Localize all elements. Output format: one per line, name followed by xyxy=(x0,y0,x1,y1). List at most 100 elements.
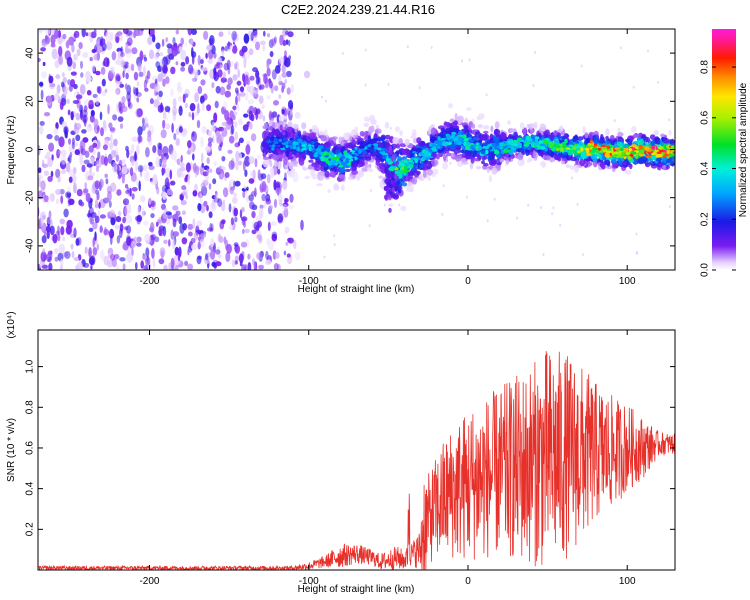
ridge-point xyxy=(274,159,278,168)
ridge-point xyxy=(358,137,363,141)
ridge-point xyxy=(467,134,473,138)
noise-point xyxy=(86,213,93,218)
ridge-point xyxy=(270,171,275,179)
noise-point xyxy=(248,178,255,184)
noise-point xyxy=(284,78,288,85)
noise-point xyxy=(57,175,61,183)
ridge-point xyxy=(400,205,407,212)
ridge-point xyxy=(379,180,383,188)
noise-point xyxy=(252,30,258,38)
noise-point xyxy=(155,61,160,69)
ridge-point xyxy=(345,168,351,172)
ridge-point xyxy=(446,152,452,157)
ridge-point xyxy=(313,153,319,158)
ridge-point xyxy=(354,146,358,150)
ridge-point xyxy=(350,130,358,136)
noise-point xyxy=(271,233,278,242)
ridge-point xyxy=(572,146,577,151)
noise-point xyxy=(54,256,59,262)
noise-point xyxy=(154,236,160,243)
ridge-point xyxy=(668,153,674,157)
noise-point xyxy=(131,159,135,167)
ridge-point xyxy=(519,139,525,143)
noise-point xyxy=(62,77,67,84)
ridge-point xyxy=(451,133,456,138)
noise-point xyxy=(153,99,160,108)
noise-point xyxy=(180,66,186,72)
ridge-point xyxy=(401,182,408,187)
ridge-point xyxy=(471,118,475,123)
noise-point xyxy=(99,227,103,232)
ridge-point xyxy=(670,139,675,144)
noise-point xyxy=(211,82,215,89)
x-tick-label: -100 xyxy=(299,276,319,287)
ridge-point xyxy=(576,147,581,151)
noise-point xyxy=(42,248,45,254)
ridge-point xyxy=(358,145,365,149)
ridge-point xyxy=(434,140,440,144)
noise-point xyxy=(150,200,155,208)
ridge-point xyxy=(430,124,435,128)
ridge-point xyxy=(563,133,569,139)
ridge-point xyxy=(670,145,675,150)
noise-point xyxy=(63,89,68,96)
noise-point xyxy=(275,187,282,195)
ridge-point xyxy=(391,154,396,159)
noise-point xyxy=(442,184,445,188)
ridge-point xyxy=(283,157,288,166)
ridge-point xyxy=(309,152,315,160)
noise-point xyxy=(187,263,194,270)
noise-point xyxy=(100,66,106,75)
ridge-point xyxy=(399,130,403,137)
ridge-point xyxy=(307,166,315,170)
noise-point xyxy=(234,180,241,187)
ridge-point xyxy=(484,133,488,140)
noise-point xyxy=(486,219,489,223)
ridge-point xyxy=(491,158,497,165)
noise-point xyxy=(244,92,249,101)
ridge-point xyxy=(456,134,460,139)
noise-point xyxy=(141,124,146,131)
ridge-point xyxy=(509,127,514,133)
ridge-point xyxy=(653,129,658,136)
ridge-point xyxy=(387,195,392,201)
noise-point xyxy=(239,209,243,219)
colorbar-tick-label: 0.0 xyxy=(700,263,711,277)
noise-point xyxy=(279,34,284,46)
ridge-point xyxy=(358,161,365,167)
noise-point xyxy=(234,142,240,148)
noise-point xyxy=(169,169,173,180)
noise-point xyxy=(151,248,155,259)
noise-point xyxy=(41,235,47,244)
ridge-point xyxy=(476,115,482,121)
noise-point xyxy=(278,81,283,86)
noise-point xyxy=(152,34,156,43)
noise-point xyxy=(84,182,87,189)
ridge-point xyxy=(494,128,499,137)
noise-point xyxy=(60,155,67,165)
ridge-point xyxy=(628,140,633,145)
ridge-point xyxy=(385,168,390,174)
noise-point xyxy=(147,130,152,138)
x-tick-label: -100 xyxy=(299,576,319,587)
ridge-point xyxy=(416,170,421,175)
noise-point xyxy=(286,70,292,78)
noise-point xyxy=(165,37,168,42)
noise-point xyxy=(119,123,124,129)
ridge-point xyxy=(582,126,586,134)
ridge-point xyxy=(605,128,610,137)
noise-point xyxy=(133,71,139,81)
ridge-point xyxy=(567,165,574,169)
noise-point xyxy=(126,236,132,246)
noise-point xyxy=(142,255,148,260)
noise-point xyxy=(233,44,237,52)
ridge-point xyxy=(510,147,517,151)
ridge-point xyxy=(539,123,547,132)
ridge-point xyxy=(543,155,547,161)
ridge-point xyxy=(660,133,665,138)
noise-point xyxy=(253,107,258,116)
noise-point xyxy=(234,159,239,171)
snr-x-ticks: -200 -100 0 100 xyxy=(139,330,636,587)
ridge-point xyxy=(304,132,311,136)
ridge-point xyxy=(668,129,672,136)
